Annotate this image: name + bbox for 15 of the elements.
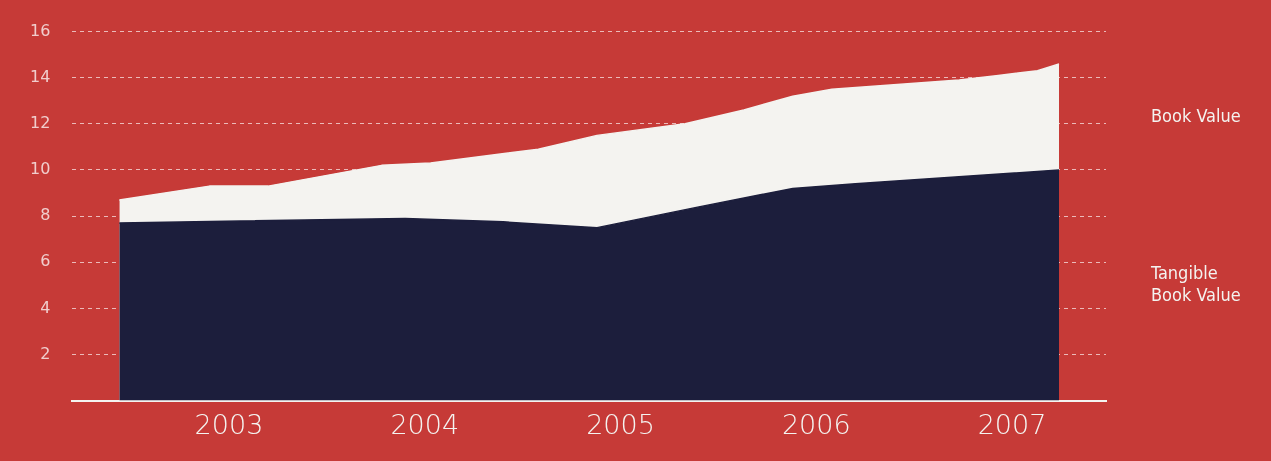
y-tick-label: 12	[30, 113, 51, 133]
x-tick-label: 2004	[390, 408, 460, 440]
y-tick-label: 2	[40, 343, 51, 363]
x-tick-label: 2005	[586, 408, 655, 440]
y-tick-label: 16	[30, 20, 51, 40]
y-tick-label: 6	[40, 251, 51, 271]
x-tick-label: 2007	[977, 408, 1047, 440]
y-tick-label: 14	[30, 66, 51, 86]
y-tick-label: 4	[40, 297, 51, 317]
text: Tangible Book Value	[1150, 261, 1241, 305]
x-tick-label: 2003	[194, 408, 264, 440]
y-tick-label: 8	[40, 205, 51, 225]
x-tick-label: 2006	[781, 408, 851, 440]
y-tick-label: 10	[30, 159, 51, 179]
text: Book Value	[1151, 104, 1241, 126]
